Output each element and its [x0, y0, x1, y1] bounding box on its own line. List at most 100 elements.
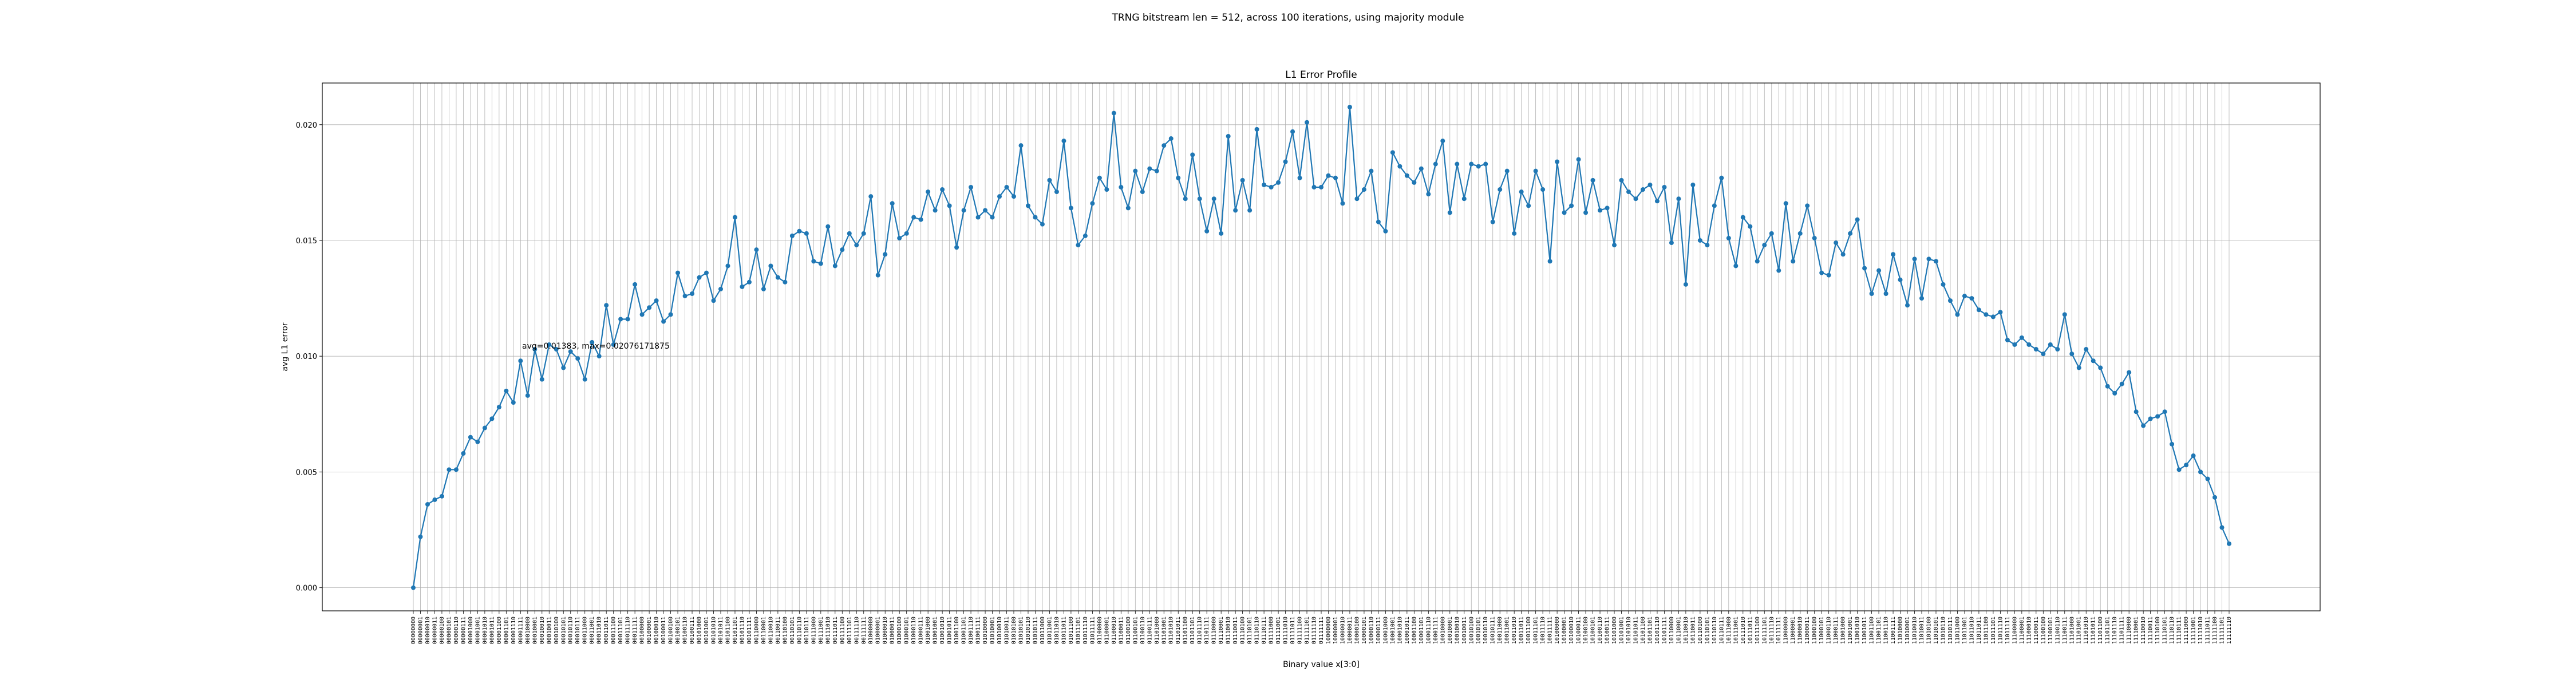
x-tick-label: 01000101: [904, 617, 910, 644]
data-point: [1512, 231, 1517, 236]
x-tick-label: 11101000: [2069, 617, 2075, 644]
data-point: [1619, 177, 1624, 183]
data-point: [725, 263, 730, 269]
x-tick-label: 00110010: [768, 617, 774, 644]
x-tick-label: 10011100: [1526, 617, 1532, 644]
data-point: [1447, 210, 1452, 215]
x-tick-label: 00111000: [811, 617, 817, 644]
x-tick-label: 01110110: [1254, 617, 1261, 644]
x-tick-label: 11110010: [2140, 617, 2147, 644]
x-tick-label: 01001000: [925, 617, 931, 644]
x-tick-label: 10011010: [1511, 617, 1518, 644]
x-tick-label: 01010000: [982, 617, 989, 644]
data-point: [1733, 263, 1739, 269]
x-tick-label: 10001010: [1397, 617, 1403, 644]
data-point: [504, 388, 509, 393]
data-point: [990, 215, 995, 220]
x-tick-label: 10001011: [1404, 617, 1411, 644]
x-tick-label: 10010100: [1468, 617, 1475, 644]
data-point: [1068, 206, 1073, 211]
x-tick-label: 01010110: [1025, 617, 1032, 644]
data-point: [1547, 259, 1552, 264]
x-tick-label: 11000100: [1812, 617, 1818, 644]
data-point: [1498, 187, 1503, 192]
x-tick-label: 11011101: [1990, 617, 1997, 644]
data-point: [1662, 184, 1667, 189]
data-point: [1226, 134, 1231, 139]
data-point: [1369, 168, 1374, 173]
x-tick-label: 00010010: [539, 617, 546, 644]
data-point: [2205, 476, 2210, 481]
x-tick-label: 00101000: [697, 617, 703, 644]
data-point: [1412, 180, 1417, 185]
x-tick-label: 01010111: [1032, 617, 1038, 644]
data-point: [1018, 143, 1024, 148]
x-tick-label: 01011111: [1089, 617, 1096, 644]
data-point: [2084, 347, 2089, 352]
data-point: [1583, 210, 1589, 215]
x-tick-label: 00010110: [568, 617, 574, 644]
data-point: [904, 231, 909, 236]
data-point: [2148, 416, 2153, 421]
x-tick-label: 11001011: [1862, 617, 1868, 644]
x-tick-label: 00100101: [675, 617, 681, 644]
data-point: [1455, 161, 1460, 167]
x-tick-label: 11001000: [1840, 617, 1847, 644]
x-tick-label: 00101001: [704, 617, 710, 644]
x-tick-label: 10111110: [1769, 617, 1775, 644]
data-point: [1719, 175, 1724, 180]
data-point: [1562, 210, 1567, 215]
x-tick-label: 11011100: [1983, 617, 1989, 644]
data-point: [1133, 168, 1138, 173]
x-tick-label: 00010100: [554, 617, 560, 644]
x-tick-label: 10101110: [1654, 617, 1661, 644]
data-point: [611, 342, 616, 347]
data-point: [2033, 347, 2038, 352]
x-tick-label: 11100001: [2019, 617, 2025, 644]
x-tick-label: 10011001: [1504, 617, 1511, 644]
data-point: [2155, 414, 2160, 419]
x-tick-label: 11011000: [1954, 617, 1961, 644]
data-point: [468, 435, 473, 440]
x-tick-label: 01000011: [890, 617, 896, 644]
x-tick-label: 01001010: [939, 617, 946, 644]
data-point: [1519, 189, 1524, 195]
x-tick-label: 11101101: [2105, 617, 2111, 644]
x-tick-label: 00110100: [782, 617, 788, 644]
x-tick-label: 01111011: [1290, 617, 1296, 644]
x-tick-label: 00001110: [511, 617, 517, 644]
data-point: [1433, 161, 1438, 167]
data-point: [1461, 196, 1467, 202]
x-tick-label: 01110000: [1211, 617, 1218, 644]
x-tick-label: 01011110: [1082, 617, 1089, 644]
x-tick-label: 01000111: [918, 617, 924, 644]
x-tick-label: 00110101: [789, 617, 796, 644]
data-point: [1540, 187, 1546, 192]
x-tick-label: 10110010: [1683, 617, 1689, 644]
x-tick-label: 10100100: [1583, 617, 1589, 644]
data-point: [604, 303, 609, 308]
data-point: [496, 405, 501, 410]
data-point: [940, 187, 945, 192]
x-tick-label: 10000010: [1340, 617, 1346, 644]
data-point: [1254, 127, 1259, 132]
y-tick-label: 0.010: [296, 353, 317, 361]
data-point: [1740, 215, 1745, 220]
data-point: [2127, 370, 2132, 375]
data-point: [1712, 203, 1717, 208]
x-tick-label: 00001001: [475, 617, 481, 644]
x-tick-label: 11101100: [2097, 617, 2104, 644]
x-tick-label: 10011111: [1547, 617, 1554, 644]
data-point: [1054, 189, 1059, 195]
x-tick-label: 01001111: [975, 617, 982, 644]
x-tick-label: 00101111: [746, 617, 753, 644]
x-tick-label: 11110001: [2134, 617, 2140, 644]
data-point: [1848, 231, 1853, 236]
x-tick-label: 11101001: [2076, 617, 2083, 644]
x-tick-label: 11111000: [2183, 617, 2190, 644]
x-tick-label: 10001101: [1419, 617, 1425, 644]
data-point: [547, 342, 552, 347]
data-point: [1826, 273, 1831, 278]
data-point: [1876, 268, 1882, 273]
